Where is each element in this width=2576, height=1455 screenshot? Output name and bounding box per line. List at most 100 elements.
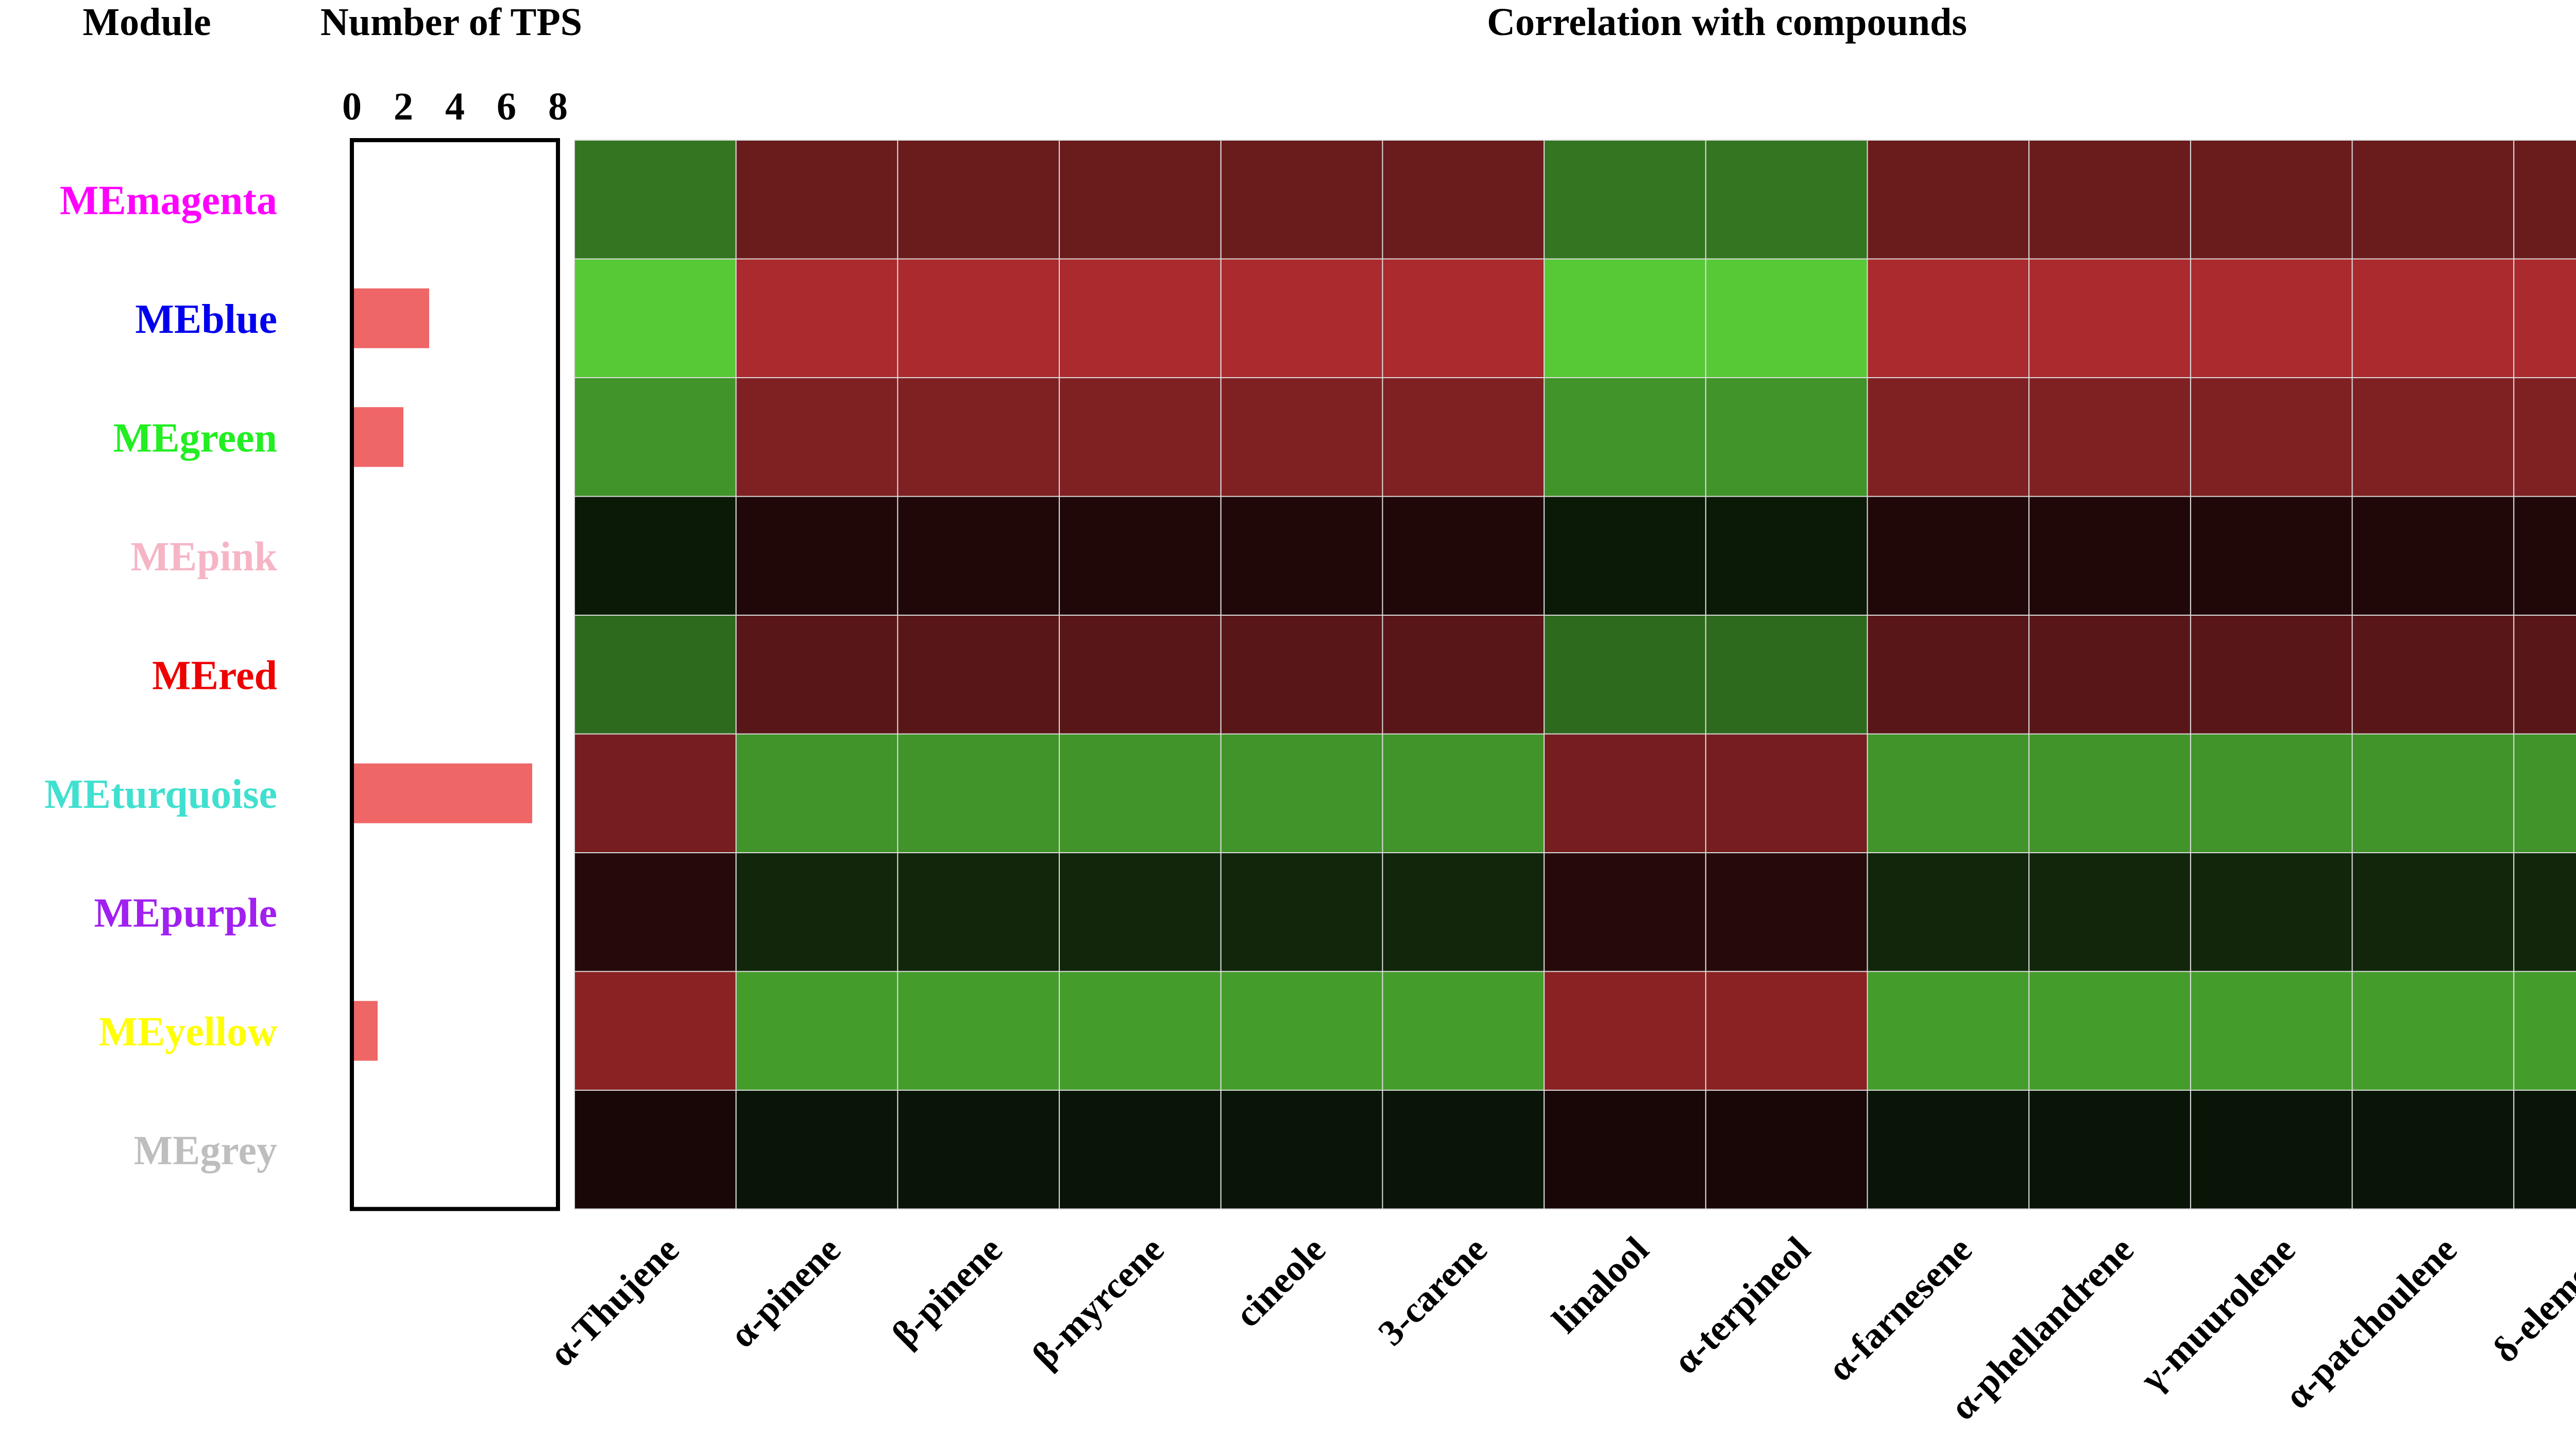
heatmap-cell	[2351, 615, 2515, 735]
heatmap-cell	[2028, 615, 2191, 735]
heatmap-cell	[1382, 377, 1545, 497]
heatmap-cell	[1705, 377, 1868, 497]
heatmap-cell	[2190, 496, 2353, 616]
heatmap-cell	[574, 852, 737, 972]
heatmap-cell	[1220, 496, 1383, 616]
heatmap-cell	[1382, 496, 1545, 616]
tps-bar	[352, 1001, 378, 1061]
heatmap-cell	[1059, 971, 1222, 1091]
heatmap-cell	[574, 971, 737, 1091]
heatmap-cell	[1544, 140, 1706, 260]
tps-bar	[352, 288, 429, 348]
compound-label: δ-elemene	[2484, 1229, 2576, 1371]
heatmap-cell	[2190, 971, 2353, 1091]
heatmap-cell	[2190, 852, 2353, 972]
tps-header: Number of TPS	[320, 1, 582, 44]
heatmap-cell	[1705, 496, 1868, 616]
heatmap-cell	[2351, 140, 2515, 260]
heatmap-cell	[1544, 1090, 1706, 1210]
heatmap-cell	[2513, 377, 2576, 497]
heatmap-cell	[2513, 971, 2576, 1091]
heatmap-cell	[1382, 733, 1545, 853]
heatmap-cell	[2028, 852, 2191, 972]
compound-label: γ-muurolene	[2132, 1229, 2303, 1400]
heatmap-cell	[1544, 852, 1706, 972]
heatmap-cell	[897, 852, 1060, 972]
heatmap-cell	[2513, 496, 2576, 616]
heatmap-cell	[2351, 852, 2515, 972]
heatmap-cell	[2351, 1090, 2515, 1210]
heatmap-cell	[2190, 377, 2353, 497]
compound-label: β-pinene	[884, 1229, 1010, 1355]
heatmap-cell	[574, 1090, 737, 1210]
heatmap-cell	[1220, 140, 1383, 260]
heatmap-cell	[1382, 971, 1545, 1091]
heatmap-cell	[735, 733, 899, 853]
heatmap-cell	[2190, 140, 2353, 260]
heatmap-cell	[897, 615, 1060, 735]
compound-label: linalool	[1544, 1229, 1656, 1341]
heatmap-cell	[735, 377, 899, 497]
compound-label: α-Thujene	[541, 1229, 687, 1375]
heatmap-cell	[1867, 852, 2030, 972]
heatmap-cell	[2028, 496, 2191, 616]
heatmap-cell	[2513, 140, 2576, 260]
heatmap-cell	[1867, 971, 2030, 1091]
heatmap-cell	[2513, 1090, 2576, 1210]
heatmap-cell	[1382, 852, 1545, 972]
heatmap-cell	[2513, 733, 2576, 853]
heatmap-cell	[897, 140, 1060, 260]
tps-tick-label: 2	[394, 85, 413, 128]
module-label: MEpink	[130, 534, 277, 580]
compound-label: 3-carene	[1370, 1229, 1495, 1354]
compound-label: α-pinene	[722, 1229, 849, 1356]
heatmap-cell	[574, 377, 737, 497]
module-label: MEpurple	[94, 890, 277, 936]
heatmap-cell	[1220, 615, 1383, 735]
heatmap-cell	[735, 140, 899, 260]
module-label: MEmagenta	[60, 178, 277, 223]
heatmap-cell	[897, 496, 1060, 616]
heatmap-cell	[1544, 733, 1706, 853]
heatmap-cell	[1867, 496, 2030, 616]
heatmap-cell	[735, 496, 899, 616]
heatmap-cell	[1705, 852, 1868, 972]
heatmap-cell	[1867, 140, 2030, 260]
heatmap-cell	[574, 258, 737, 378]
heatmap-cell	[2351, 733, 2515, 853]
heatmap-cell	[1544, 258, 1706, 378]
heatmap-cell	[2190, 615, 2353, 735]
heatmap-cell	[2028, 140, 2191, 260]
heatmap-cell	[1382, 1090, 1545, 1210]
heatmap-cell	[2513, 615, 2576, 735]
heatmap-cell	[1220, 852, 1383, 972]
heatmap-cell	[1867, 615, 2030, 735]
heatmap-cell	[574, 733, 737, 853]
heatmap-cell	[1705, 258, 1868, 378]
heatmap-cell	[1059, 140, 1222, 260]
heatmap-cell	[574, 496, 737, 616]
heatmap-cell	[2028, 971, 2191, 1091]
heatmap-cell	[1867, 1090, 2030, 1210]
heatmap-cell	[1220, 971, 1383, 1091]
heatmap-cell	[2351, 377, 2515, 497]
heatmap-cell	[2351, 971, 2515, 1091]
heatmap-cell	[1705, 971, 1868, 1091]
tps-tick-label: 8	[548, 85, 568, 128]
heatmap-cell	[1382, 140, 1545, 260]
module-label: MEgreen	[113, 415, 277, 461]
heatmap-cell	[1059, 1090, 1222, 1210]
tps-bar	[352, 763, 532, 823]
heatmap-cell	[1544, 496, 1706, 616]
heatmap-cell	[1705, 733, 1868, 853]
heatmap-cell	[1544, 971, 1706, 1091]
heatmap-cell	[1059, 733, 1222, 853]
heatmap-cell	[2028, 258, 2191, 378]
compound-label: cineole	[1227, 1229, 1333, 1335]
heatmap-cell	[574, 140, 737, 260]
heatmap-cell	[1867, 377, 2030, 497]
heatmap-cell	[2351, 258, 2515, 378]
heatmap-cell	[897, 971, 1060, 1091]
